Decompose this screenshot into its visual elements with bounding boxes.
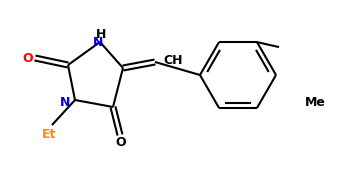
Text: Et: Et xyxy=(42,128,56,140)
Text: CH: CH xyxy=(163,54,182,67)
Text: N: N xyxy=(93,37,103,49)
Text: N: N xyxy=(60,95,70,108)
Text: H: H xyxy=(96,29,106,42)
Text: Me: Me xyxy=(305,97,326,110)
Text: O: O xyxy=(23,52,33,66)
Text: O: O xyxy=(116,136,126,149)
